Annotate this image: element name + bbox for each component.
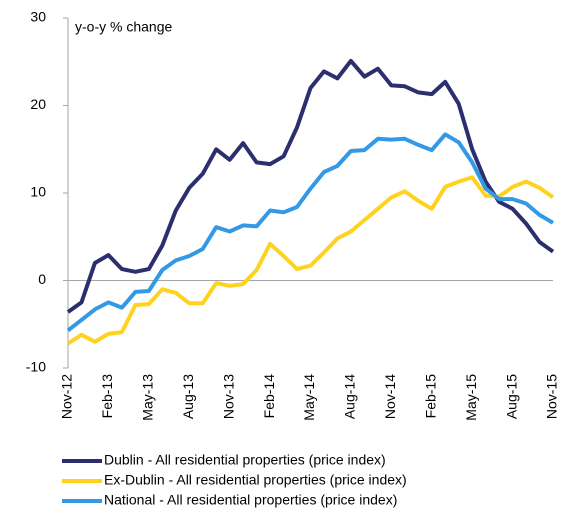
- x-tick-label: Aug-15: [503, 374, 519, 419]
- x-tick-label: May-13: [140, 374, 156, 421]
- x-tick-label: Nov-13: [220, 374, 236, 419]
- legend-label: Dublin - All residential properties (pri…: [104, 452, 386, 468]
- y-tick-label: -10: [26, 359, 46, 375]
- y-axis-label: y-o-y % change: [75, 19, 172, 35]
- y-tick-label: 10: [30, 184, 46, 200]
- legend-label: National - All residential properties (p…: [104, 492, 397, 508]
- y-tick-label: 20: [30, 96, 46, 112]
- x-tick-label: Aug-14: [342, 374, 358, 419]
- x-tick-label: May-15: [463, 374, 479, 421]
- x-tick-label: Nov-14: [382, 374, 398, 419]
- x-tick-label: Feb-13: [99, 374, 115, 419]
- x-tick-label: Feb-14: [261, 374, 277, 419]
- x-tick-label: Nov-12: [59, 374, 75, 419]
- legend-label: Ex-Dublin - All residential properties (…: [104, 472, 407, 488]
- x-tick-label: Aug-13: [180, 374, 196, 419]
- y-tick-label: 0: [38, 271, 46, 287]
- x-tick-label: Feb-15: [422, 374, 438, 419]
- x-tick-label: May-14: [301, 374, 317, 421]
- series-line: [66, 58, 555, 314]
- series-line: [66, 132, 555, 332]
- series-line: [66, 175, 555, 346]
- x-tick-label: Nov-15: [544, 374, 560, 419]
- y-tick-label: 30: [30, 9, 46, 25]
